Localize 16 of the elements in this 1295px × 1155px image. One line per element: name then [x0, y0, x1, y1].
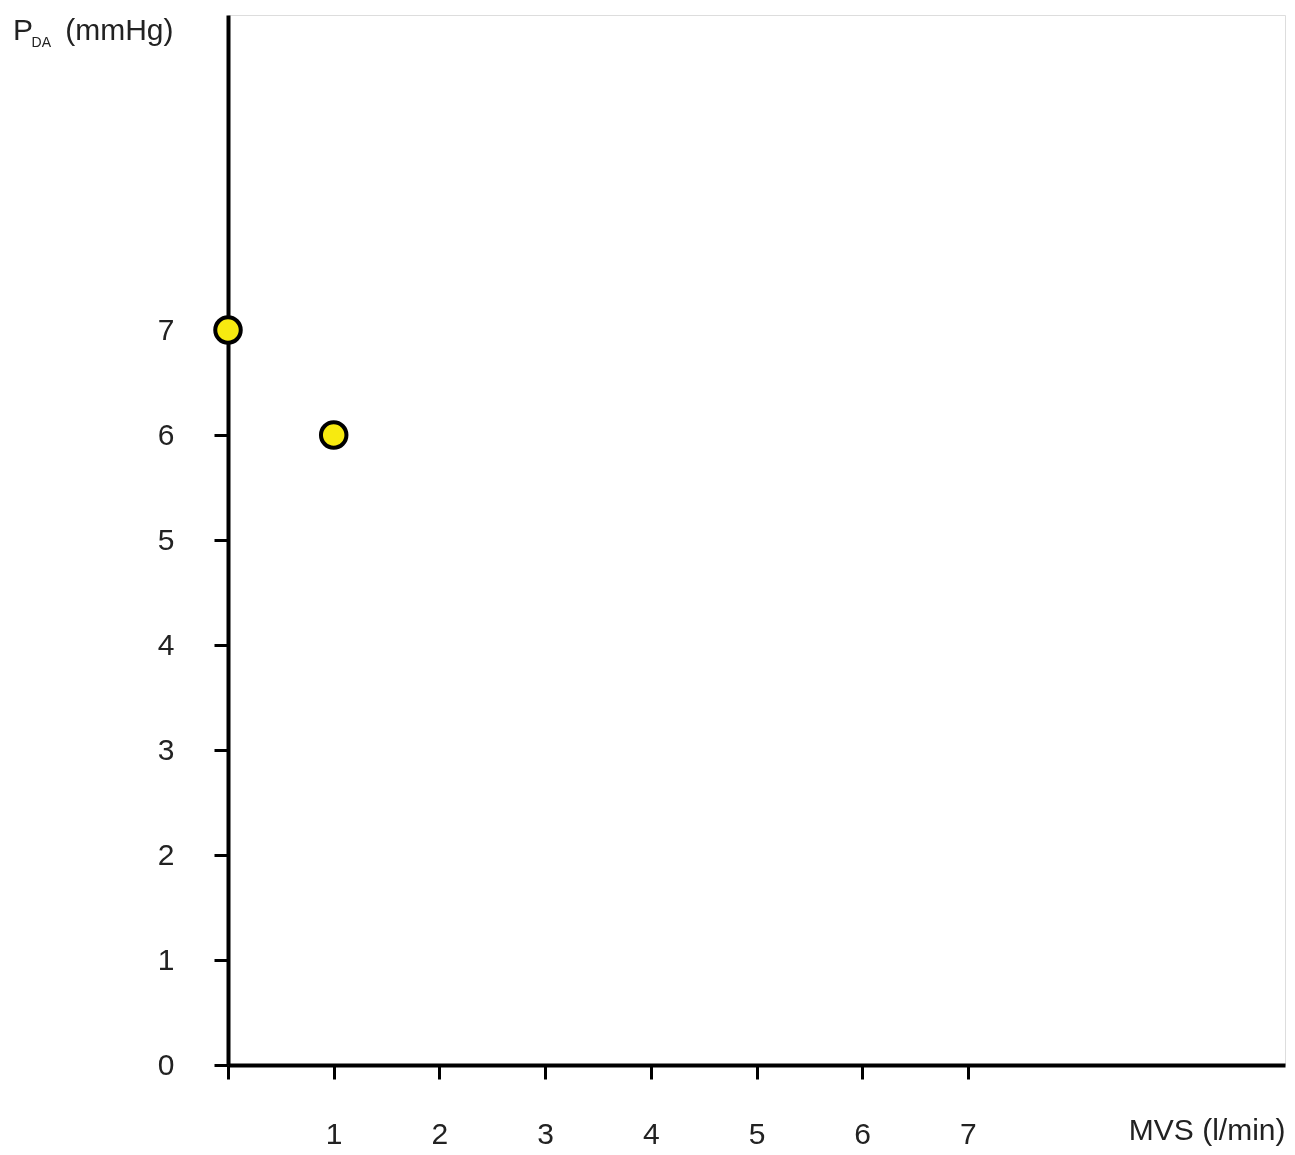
x-tick-label: 5 — [748, 1116, 766, 1150]
x-axis-title: MVS (l/min) — [1128, 1112, 1286, 1146]
y-tick-label: 5 — [157, 522, 175, 556]
y-tick-label: 4 — [157, 627, 175, 661]
y-tick-label: 6 — [157, 417, 175, 451]
y-tick-label: 1 — [157, 942, 175, 976]
x-tick-label: 3 — [537, 1116, 554, 1150]
y-tick-label: 3 — [157, 732, 175, 766]
y-tick-label: 7 — [157, 312, 175, 346]
x-tick-label: 1 — [325, 1116, 343, 1150]
x-tick-label: 6 — [854, 1116, 872, 1150]
x-tick-label: 4 — [642, 1116, 660, 1150]
x-tick-label: 2 — [431, 1116, 449, 1150]
x-tick-label: 7 — [960, 1116, 977, 1150]
y-tick-label: 0 — [157, 1047, 175, 1081]
y-tick-label: 2 — [157, 837, 175, 871]
